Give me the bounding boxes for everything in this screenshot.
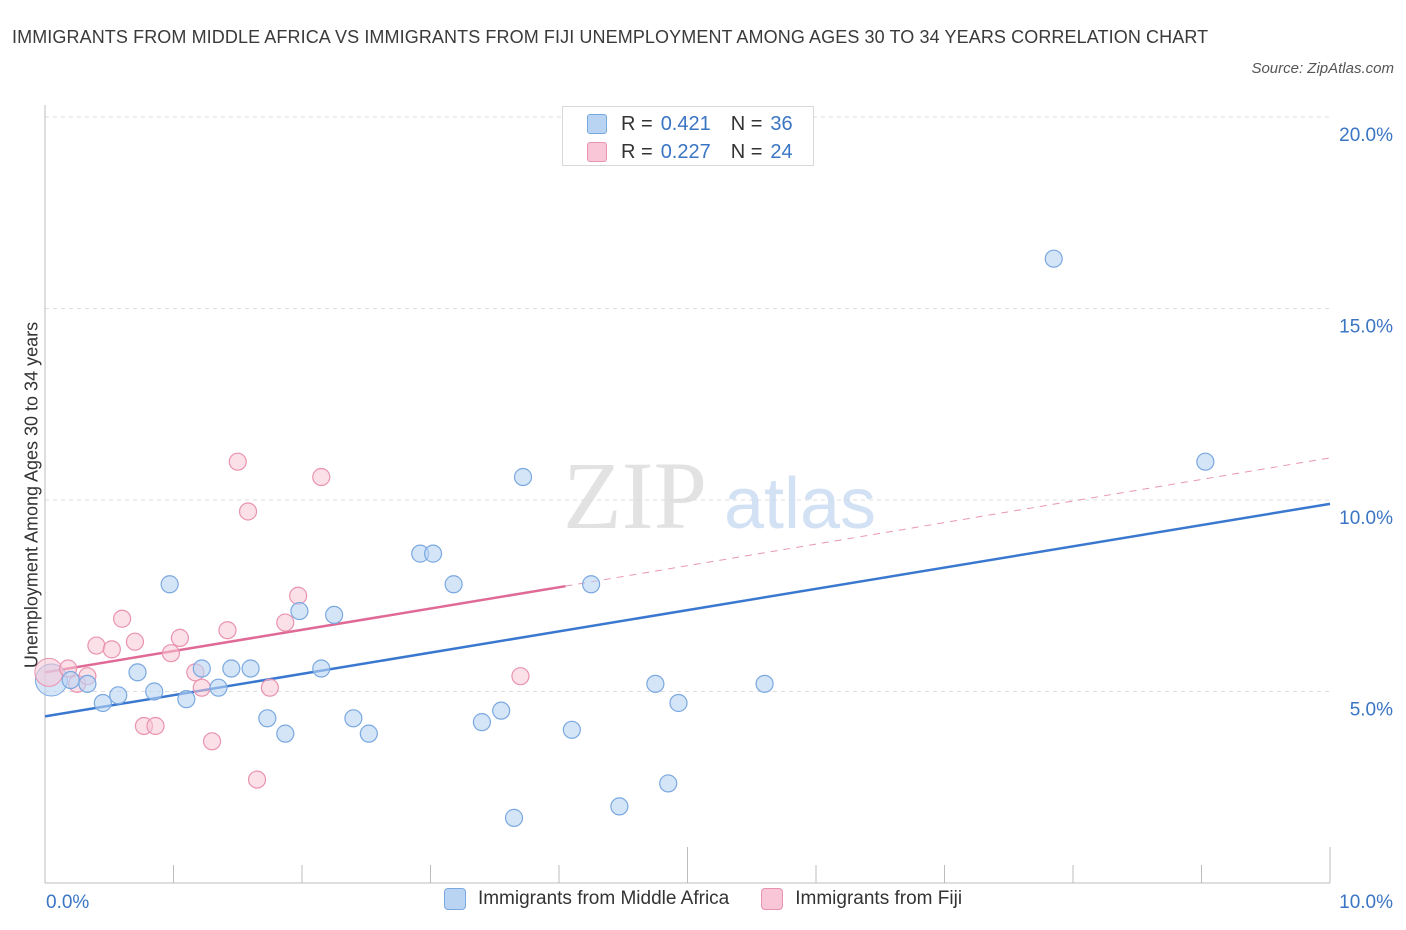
data-point-middle-africa (582, 575, 601, 594)
data-point-middle-africa (78, 674, 97, 693)
tick-labels: 5.0% 10.0% 15.0% 20.0% 0.0% 10.0% (46, 125, 1393, 913)
data-point-middle-africa (659, 774, 678, 793)
data-point-middle-africa (646, 674, 665, 693)
data-point-middle-africa (177, 690, 196, 709)
data-point-middle-africa (610, 797, 629, 816)
data-point-fiji (87, 636, 106, 655)
data-point-middle-africa (513, 467, 533, 487)
data-point-middle-africa (1044, 249, 1063, 268)
data-point-middle-africa (312, 659, 331, 678)
data-point-middle-africa (325, 605, 344, 625)
data-point-fiji (125, 632, 145, 651)
trend-line-middle-africa (44, 502, 1331, 718)
data-point-middle-africa (669, 693, 688, 713)
data-point-middle-africa (504, 808, 524, 827)
data-point-fiji (276, 613, 295, 632)
series-legend-fiji: Immigrants from Fiji (761, 888, 962, 910)
legend-row-fiji: R = 0.227 N = 24 (587, 138, 793, 166)
axes (44, 105, 1331, 884)
series-swatch-pink (761, 888, 784, 910)
legend-r-label: R = (621, 140, 653, 163)
grid (45, 116, 1330, 692)
data-point-middle-africa (423, 544, 443, 563)
data-point-fiji (102, 640, 121, 659)
data-point-fiji (202, 732, 222, 751)
data-point-fiji (228, 452, 247, 471)
data-point-middle-africa (222, 659, 241, 678)
data-point-middle-africa (128, 663, 147, 682)
data-point-fiji (218, 621, 237, 640)
legend-r-value: 0.227 (660, 140, 711, 163)
data-point-middle-africa (472, 713, 491, 732)
data-point-middle-africa (109, 686, 128, 705)
x-tick-label: 10.0% (1339, 892, 1393, 913)
data-point-middle-africa (562, 720, 581, 739)
data-point-middle-africa (93, 693, 112, 713)
trend-lines (44, 457, 1331, 718)
legend-swatch-blue (587, 114, 607, 134)
data-point-fiji (312, 467, 331, 487)
data-point-middle-africa (290, 601, 309, 621)
data-point-fiji (260, 678, 279, 697)
data-point-middle-africa (755, 674, 774, 693)
legend-r-value: 0.421 (660, 112, 711, 135)
data-point-fiji (247, 770, 267, 789)
x-tick-label: 0.0% (46, 892, 89, 913)
data-point-middle-africa (192, 659, 211, 678)
legend-row-middle-africa: R = 0.421 N = 36 (587, 110, 793, 138)
y-axis-label: Unemployment Among Ages 30 to 34 years (21, 321, 42, 669)
y-tick-label: 5.0% (1350, 700, 1393, 721)
data-point-middle-africa (1196, 452, 1215, 471)
data-point-middle-africa (209, 678, 228, 697)
y-tick-label: 15.0% (1339, 317, 1393, 338)
series-swatch-blue (443, 888, 466, 910)
data-point-middle-africa (160, 575, 179, 594)
series-legend-label: Immigrants from Fiji (795, 888, 963, 909)
data-point-fiji (161, 644, 181, 663)
data-point-fiji (289, 586, 308, 605)
data-point-middle-africa (258, 709, 277, 728)
series-legend-middle-africa: Immigrants from Middle Africa (443, 888, 730, 910)
watermark-atlas: atlas (724, 464, 876, 544)
y-tick-label: 20.0% (1339, 125, 1393, 146)
watermark: ZIP atlas (563, 442, 876, 549)
data-point-fiji (146, 716, 165, 736)
data-point-middle-africa (145, 682, 164, 701)
data-point-fiji (112, 609, 132, 628)
legend-r-label: R = (621, 112, 653, 135)
series-legend: Immigrants from Middle Africa Immigrants… (0, 888, 1406, 910)
data-point-middle-africa (276, 724, 295, 743)
chart-title: IMMIGRANTS FROM MIDDLE AFRICA VS IMMIGRA… (12, 27, 1209, 47)
data-point-middle-africa (359, 724, 378, 743)
legend-n-value: 36 (770, 112, 793, 135)
legend-swatch-pink (587, 142, 607, 162)
trend-line-fiji (44, 584, 566, 674)
legend-n-value: 24 (770, 140, 793, 163)
correlation-legend: R = 0.421 N = 36 R = 0.227 N = 24 (562, 106, 814, 166)
data-point-fiji (238, 502, 258, 521)
legend-n-label: N = (730, 140, 763, 163)
data-point-middle-africa (444, 575, 463, 594)
legend-n-label: N = (730, 112, 763, 135)
data-point-middle-africa (61, 670, 80, 690)
data-point-middle-africa (492, 701, 511, 720)
series-legend-label: Immigrants from Middle Africa (477, 888, 730, 909)
data-point-middle-africa (344, 709, 363, 728)
data-point-fiji (192, 678, 211, 697)
data-point-fiji (511, 667, 530, 686)
watermark-zip: ZIP (563, 442, 707, 549)
source-label: Source: ZipAtlas.com (1251, 60, 1394, 77)
data-point-fiji (170, 628, 190, 647)
data-points (34, 249, 1215, 827)
data-point-middle-africa (241, 659, 260, 678)
y-tick-label: 10.0% (1339, 508, 1393, 529)
